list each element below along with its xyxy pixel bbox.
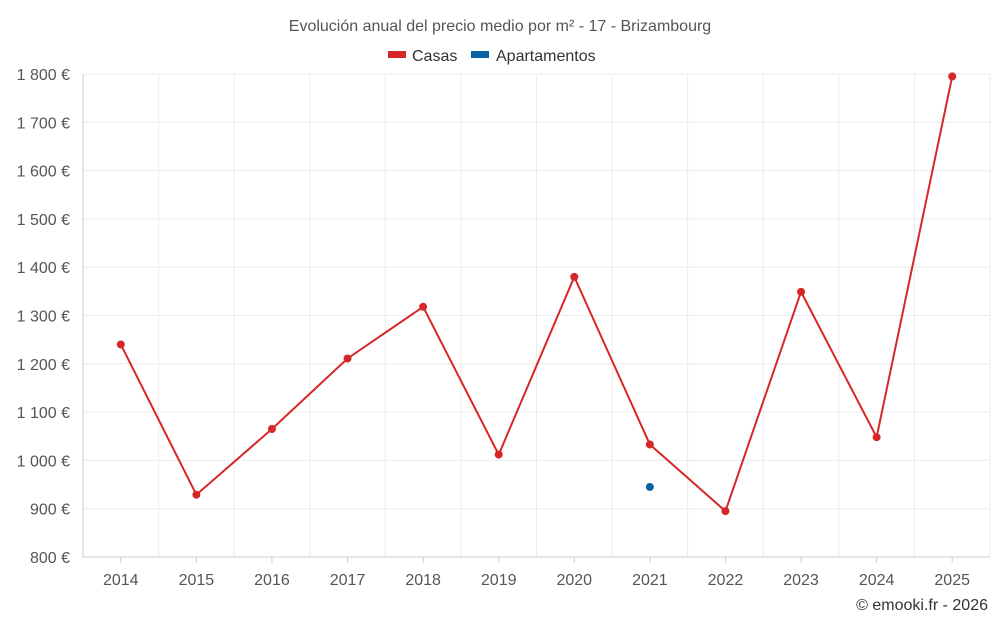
x-tick-label: 2022 [708,572,744,589]
legend: Casas Apartamentos [388,48,596,65]
data-point-casas-2022[interactable] [721,507,730,516]
data-point-casas-2025[interactable] [948,72,957,81]
data-point-casas-2015[interactable] [192,490,201,499]
grid [82,73,991,558]
series-layer [116,72,957,516]
y-tick-label: 1 800 € [17,67,70,84]
data-point-casas-2024[interactable] [872,433,881,442]
series-casas [116,72,957,516]
x-tick-label: 2017 [330,572,366,589]
data-point-casas-2017[interactable] [343,354,352,363]
data-point-casas-2014[interactable] [116,340,125,349]
data-point-casas-2021[interactable] [645,440,654,449]
x-tick-label: 2016 [254,572,290,589]
chart-title: Evolución anual del precio medio por m² … [289,18,711,35]
legend-swatch-apartamentos[interactable] [471,51,489,58]
y-tick-label: 1 000 € [17,453,70,470]
y-tick-label: 1 700 € [17,115,70,132]
y-tick-label: 1 200 € [17,357,70,374]
data-point-casas-2018[interactable] [419,302,428,311]
data-point-casas-2020[interactable] [570,272,579,281]
legend-swatch-casas[interactable] [388,51,406,58]
y-tick-label: 1 500 € [17,212,70,229]
legend-label-apartamentos[interactable]: Apartamentos [496,48,596,65]
y-tick-label: 800 € [30,550,70,567]
y-tick-label: 1 300 € [17,309,70,326]
x-tick-label: 2014 [103,572,139,589]
legend-label-casas[interactable]: Casas [412,48,457,65]
x-tick-label: 2024 [859,572,895,589]
credit-text: © emooki.fr - 2026 [856,597,988,614]
data-point-casas-2023[interactable] [797,287,806,296]
y-tick-label: 1 100 € [17,405,70,422]
x-tick-label: 2015 [179,572,215,589]
y-tick-label: 900 € [30,502,70,519]
data-point-casas-2019[interactable] [494,450,503,459]
x-axis-labels: 2014 2015 2016 2017 2018 2019 2020 2021 2022 2023… [103,572,970,589]
axes [82,74,990,563]
data-point-casas-2016[interactable] [267,425,276,434]
x-tick-label: 2025 [934,572,970,589]
y-tick-label: 1 600 € [17,164,70,181]
y-axis-labels: 800 € 900 € 1 000 € 1 100 € 1 200 € 1 300 € 1 … [17,67,70,567]
x-tick-label: 2019 [481,572,517,589]
x-tick-label: 2021 [632,572,668,589]
data-point-apartamentos-2021[interactable] [645,482,654,491]
x-tick-label: 2018 [405,572,441,589]
x-tick-label: 2023 [783,572,819,589]
series-line-casas [119,76,954,513]
y-tick-label: 1 400 € [17,260,70,277]
series-apartamentos [645,482,654,491]
x-tick-label: 2020 [556,572,592,589]
